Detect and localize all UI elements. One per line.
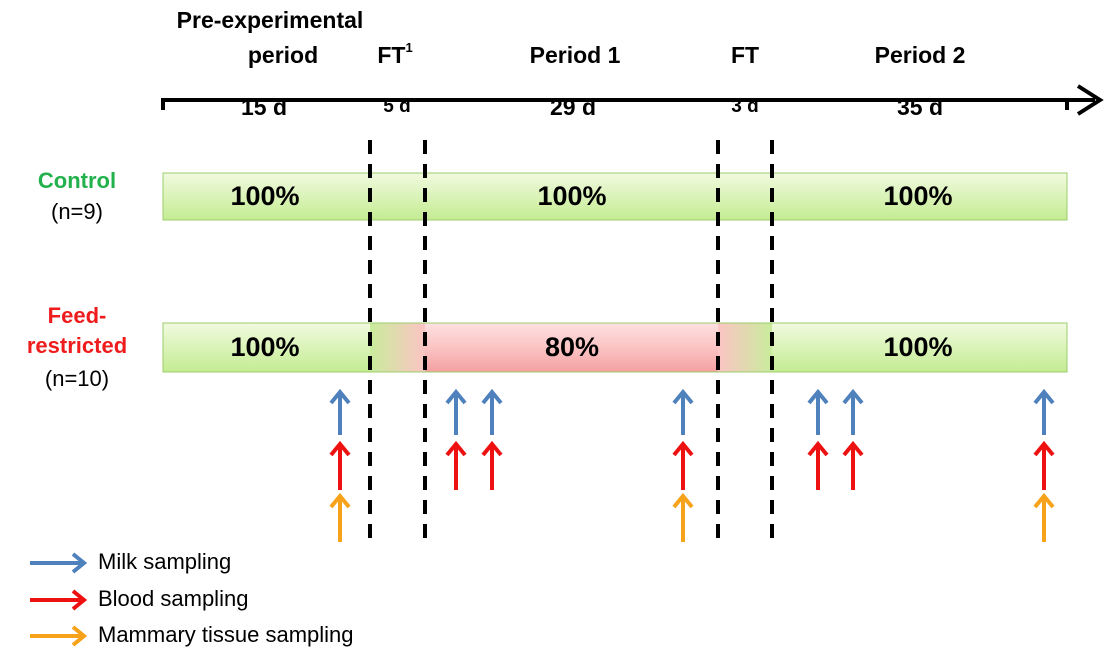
duration: 5 d: [383, 96, 410, 117]
group-n: (n=9): [51, 199, 103, 224]
arrow-head: [481, 388, 503, 405]
duration: 15 d: [241, 94, 287, 120]
arrow-head: [445, 440, 467, 457]
arrow-head: [1033, 492, 1055, 509]
arrow-head: [329, 492, 351, 509]
group-name: Control: [38, 168, 116, 193]
period-label: Pre-experimental: [177, 7, 364, 33]
arrow-head: [842, 440, 864, 457]
period-label: period: [248, 42, 318, 68]
level: 100%: [230, 181, 299, 211]
period-labels: Pre-experimental period FT1 Period 1 FT …: [177, 7, 966, 68]
group-name: Feed-: [48, 303, 107, 328]
arrow-head: [672, 440, 694, 457]
restricted-bar: [162, 322, 1068, 373]
arrow-head: [807, 440, 829, 457]
sampling-arrows: [30, 388, 1055, 647]
arrow-head: [672, 492, 694, 509]
legend: Milk sampling Blood sampling Mammary tis…: [98, 549, 354, 647]
level: 100%: [883, 332, 952, 362]
group-n: (n=10): [45, 366, 109, 391]
group-labels: Control (n=9) Feed- restricted (n=10): [27, 168, 127, 391]
arrow-head: [842, 388, 864, 405]
legend-label: Milk sampling: [98, 549, 231, 574]
period-label: Period 1: [530, 42, 621, 68]
level: 100%: [537, 181, 606, 211]
duration: 3 d: [731, 96, 758, 117]
durations: 15 d 5 d 29 d 3 d 35 d: [241, 94, 943, 120]
legend-label: Mammary tissue sampling: [98, 622, 354, 647]
control-bar: [162, 172, 1068, 221]
legend-arrow-head: [71, 625, 88, 647]
arrow-head: [481, 440, 503, 457]
level: 100%: [230, 332, 299, 362]
legend-label: Blood sampling: [98, 586, 248, 611]
arrow-head: [807, 388, 829, 405]
duration: 29 d: [550, 94, 596, 120]
arrow-head: [329, 440, 351, 457]
level: 80%: [545, 332, 599, 362]
period-label: Period 2: [875, 42, 966, 68]
legend-arrow-head: [71, 589, 88, 611]
bar-labels: 100% 100% 100% 100% 80% 100%: [230, 181, 952, 362]
period-label: FT1: [377, 40, 412, 68]
arrow-head: [1033, 440, 1055, 457]
arrow-head: [672, 388, 694, 405]
timeline: [161, 84, 1104, 116]
period-label: FT: [731, 42, 759, 68]
level: 100%: [883, 181, 952, 211]
arrow-head: [445, 388, 467, 405]
arrow-head: [329, 388, 351, 405]
group-name: restricted: [27, 333, 127, 358]
duration: 35 d: [897, 94, 943, 120]
arrow-head: [1033, 388, 1055, 405]
dashed-lines: [368, 140, 774, 545]
legend-arrow-head: [71, 552, 88, 574]
